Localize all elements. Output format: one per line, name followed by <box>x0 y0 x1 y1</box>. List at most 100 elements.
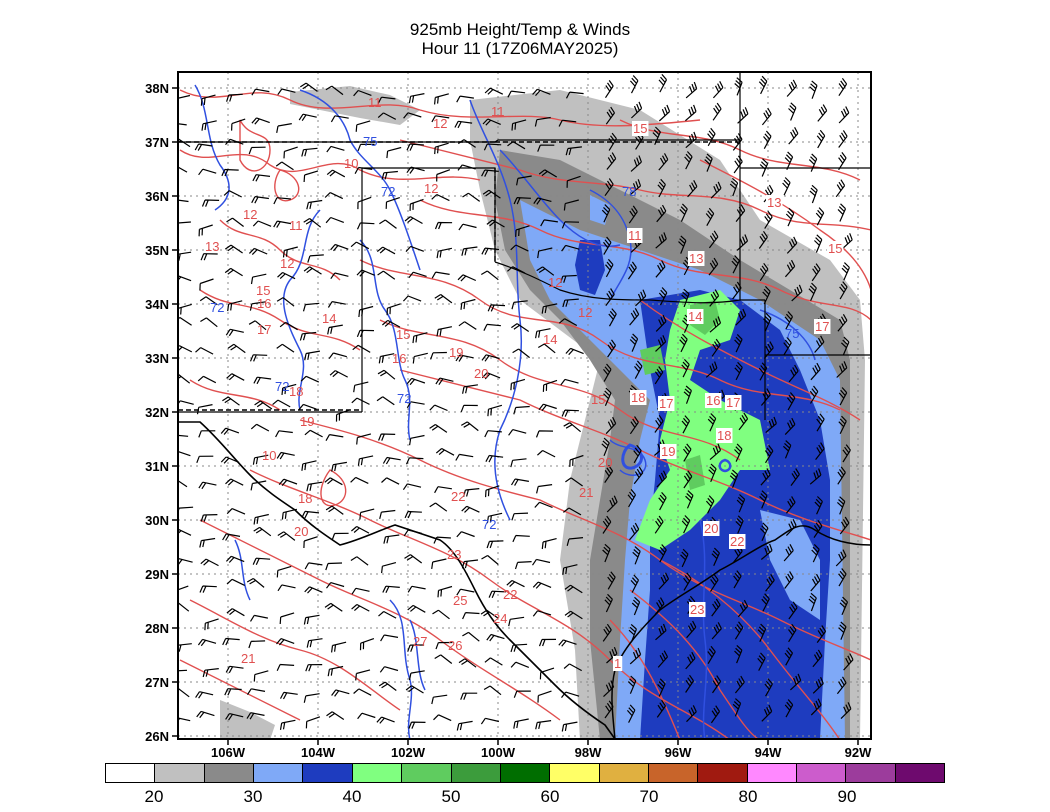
dashed-boundaries <box>178 141 740 411</box>
temp-label: 12 <box>433 116 447 131</box>
wind-barb <box>275 161 294 171</box>
wind-barb <box>379 219 397 229</box>
temp-label: 27 <box>413 634 427 649</box>
wind-barb <box>272 399 291 408</box>
wind-barb <box>408 93 425 104</box>
wind-barb <box>359 508 375 520</box>
wind-barb <box>628 205 638 224</box>
wind-barb <box>785 207 795 227</box>
map-frame <box>177 71 872 740</box>
wind-barb <box>404 216 423 225</box>
wind-barb <box>405 685 424 694</box>
wind-barb <box>178 602 190 612</box>
wind-barb <box>434 486 452 494</box>
wind-barb <box>483 143 502 151</box>
wind-barb <box>326 145 345 153</box>
wind-barb <box>407 604 426 613</box>
wind-barb <box>608 132 617 151</box>
wind-barb <box>329 370 348 378</box>
wind-barb <box>603 680 615 698</box>
wind-barb <box>835 549 847 567</box>
wind-barb <box>627 489 637 508</box>
wind-barb <box>513 718 529 729</box>
wind-barb <box>784 259 796 278</box>
wind-barb <box>760 388 771 406</box>
wind-barb <box>486 512 503 524</box>
temp-label: 1 <box>614 656 621 671</box>
wind-barb <box>736 494 746 513</box>
wind-barb <box>813 234 823 253</box>
wind-barb <box>253 513 269 525</box>
wind-barb <box>225 665 244 674</box>
wind-barb <box>534 116 551 127</box>
wind-barb <box>359 638 375 651</box>
wind-barb <box>251 88 270 96</box>
wind-barb <box>457 274 477 282</box>
temp-label: 12 <box>548 275 562 290</box>
temp-label: 13 <box>205 239 219 254</box>
wind-barb <box>605 258 614 278</box>
wind-barb <box>655 335 667 352</box>
temp-label: 12 <box>578 305 592 320</box>
wind-barb <box>350 241 370 250</box>
wind-barb <box>605 106 616 125</box>
wind-barb <box>757 623 767 643</box>
temp-label: 12 <box>424 181 438 196</box>
temp-label: 17 <box>726 395 740 410</box>
height-label: 72 <box>482 517 496 532</box>
wind-barb <box>838 415 847 435</box>
wind-barb <box>195 691 214 699</box>
wind-barb <box>541 303 558 314</box>
temp-label: 23 <box>447 547 461 562</box>
colorbar-swatch <box>402 764 452 782</box>
wind-barb <box>324 602 343 612</box>
lat-label: 31N <box>145 459 169 474</box>
wind-barb <box>378 433 396 441</box>
wind-barb <box>281 508 298 520</box>
wind-barb <box>486 633 505 642</box>
wind-barb <box>276 343 295 353</box>
wind-barb <box>220 456 240 464</box>
wind-barb <box>507 90 526 98</box>
wind-barb <box>705 361 718 378</box>
wind-barb <box>629 333 639 352</box>
wind-barb <box>759 262 769 282</box>
wind-barb <box>535 430 554 438</box>
wind-barb <box>838 130 848 148</box>
wind-barb <box>562 564 578 575</box>
wind-barb <box>627 675 637 694</box>
wind-barb <box>564 610 583 620</box>
wind-barb <box>351 603 370 612</box>
wind-barb <box>194 143 213 151</box>
height-labels: 75 72 72 72 72 72 78 75 <box>210 134 799 532</box>
temp-label: 16 <box>706 393 720 408</box>
wind-barb <box>325 505 344 515</box>
wind-barb <box>222 637 240 646</box>
wind-barb <box>565 146 582 156</box>
wind-barb <box>437 585 453 598</box>
wind-barb <box>512 534 530 543</box>
wind-barb <box>759 158 769 177</box>
wind-barb <box>840 336 850 356</box>
temp-label: 20 <box>294 524 308 539</box>
wind-barb <box>510 378 526 391</box>
wind-barb <box>812 676 824 694</box>
wind-barb <box>710 705 721 724</box>
wind-barb <box>462 631 480 642</box>
wind-barb <box>486 540 504 549</box>
wind-barb <box>306 199 323 210</box>
wind-barb <box>565 347 584 356</box>
wind-barb <box>515 225 530 237</box>
wind-barb <box>377 112 397 120</box>
wind-barb <box>252 454 269 465</box>
wind-barb <box>837 203 847 222</box>
wind-barb <box>786 392 796 411</box>
wind-barb <box>734 77 743 96</box>
wind-barb <box>789 673 802 691</box>
wind-barb <box>633 444 642 464</box>
wind-barb <box>817 104 828 122</box>
wind-barb <box>357 143 375 152</box>
wind-barb <box>406 401 425 409</box>
wind-barb <box>841 262 850 281</box>
wind-barb <box>763 312 772 332</box>
